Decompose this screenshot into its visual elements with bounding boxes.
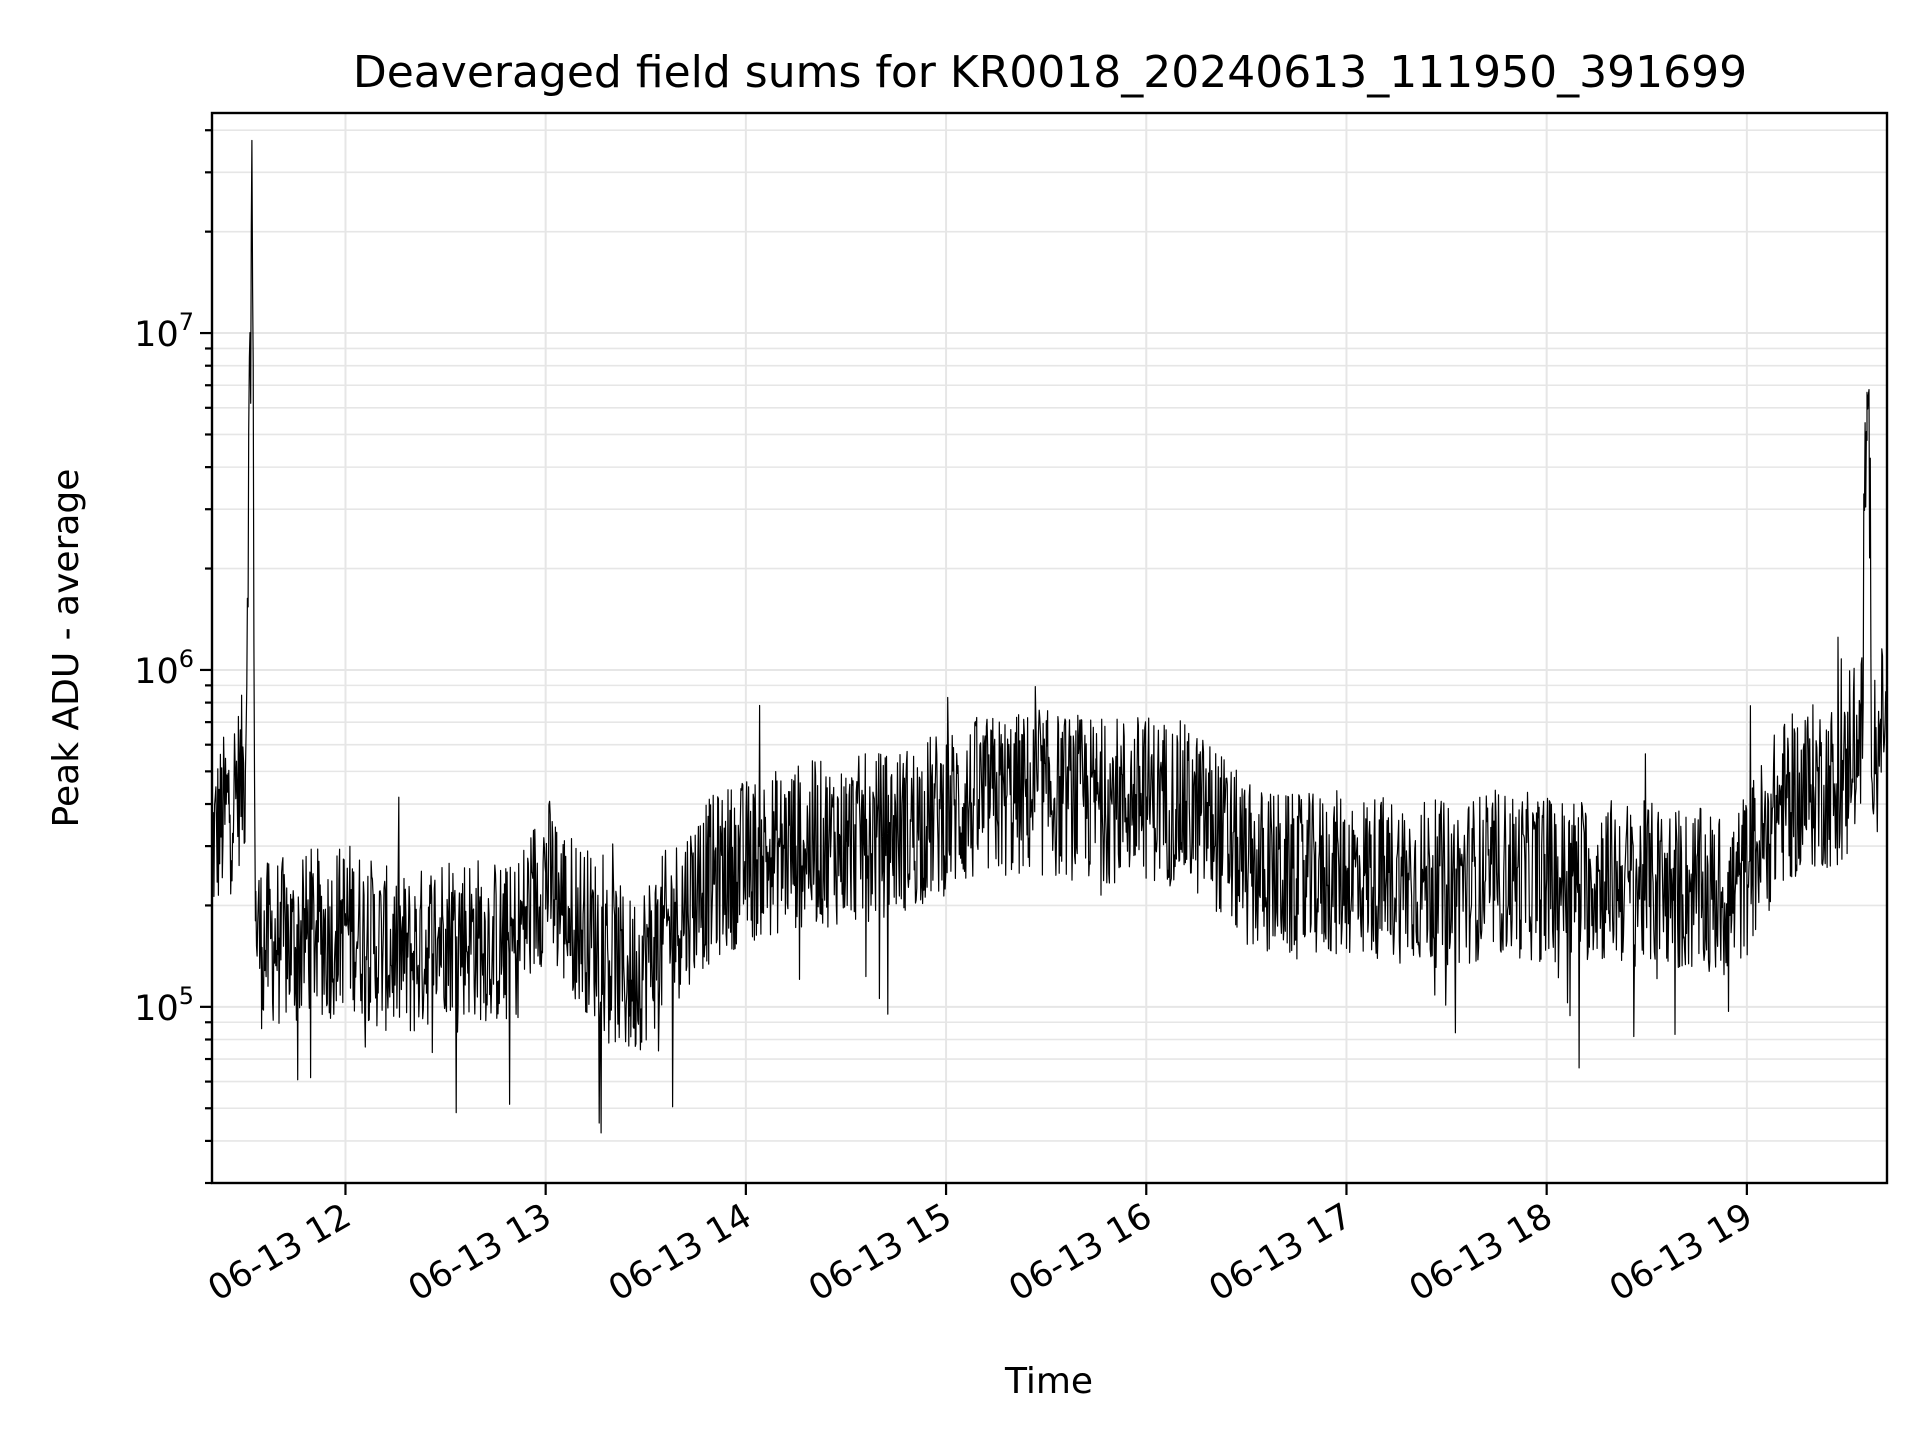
x-axis-label: Time [1004,1361,1093,1402]
x-tick-label: 06-13 16 [1002,1196,1158,1309]
x-tick-label: 06-13 18 [1403,1196,1559,1309]
x-tick-label: 06-13 13 [402,1196,558,1309]
grid [212,113,1887,1184]
y-tick-label: 107 [134,308,194,355]
chart-title: Deaveraged field sums for KR0018_2024061… [353,47,1747,98]
x-tick-label: 06-13 19 [1603,1196,1759,1309]
x-tick-label: 06-13 12 [202,1196,358,1309]
series-layer [211,139,1888,1134]
x-tick-label: 06-13 15 [802,1196,958,1309]
y-axis-label: Peak ADU - average [46,469,87,828]
y-tick-label: 106 [134,645,194,692]
x-tick-label: 06-13 14 [602,1196,758,1309]
plot-frame [210,111,1889,1185]
data-line [211,139,1888,1134]
y-tick-label: 105 [134,982,194,1029]
x-tick-label: 06-13 17 [1203,1196,1359,1309]
